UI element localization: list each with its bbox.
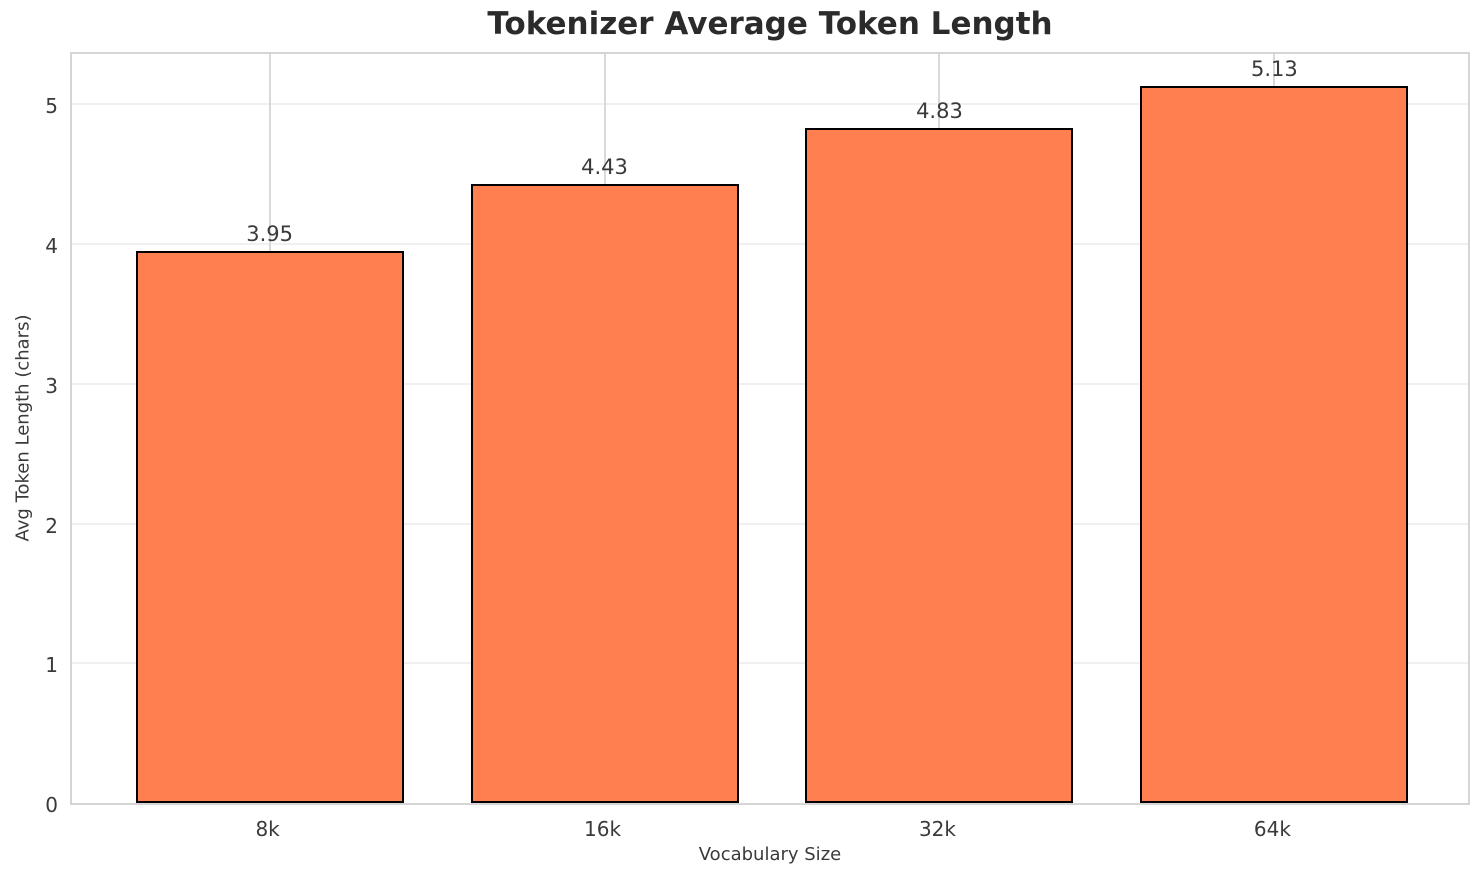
gridline-horizontal: [72, 522, 1468, 525]
y-tick-label: 0: [45, 793, 58, 817]
y-tick-label: 2: [45, 513, 58, 538]
bar-64k: [1140, 86, 1409, 803]
x-tick-label-8k: 8k: [255, 817, 280, 841]
bar-8k: [135, 251, 404, 803]
y-tick-label: 4: [45, 234, 58, 259]
y-axis-label: Avg Token Length (chars): [12, 314, 34, 542]
bar-value-label: 3.95: [246, 222, 293, 247]
bar-value-label: 4.83: [916, 99, 963, 124]
bar-value-label: 4.43: [581, 155, 628, 180]
x-tick-label-16k: 16k: [584, 817, 622, 841]
x-axis-label: Vocabulary Size: [698, 844, 842, 865]
y-tick-label: 1: [45, 653, 58, 678]
chart-title: Tokenizer Average Token Length: [487, 6, 1053, 42]
bar-value-label: 5.13: [1251, 57, 1298, 82]
plot-area: 3.95 4.43 4.83 5.13: [70, 52, 1470, 805]
gridline-horizontal: [72, 103, 1468, 106]
x-tick-label-64k: 64k: [1253, 817, 1291, 841]
gridline-horizontal: [72, 243, 1468, 246]
gridline-horizontal: [72, 382, 1468, 385]
x-tick-label-32k: 32k: [918, 817, 956, 841]
gridline-horizontal: [72, 662, 1468, 665]
bar-16k: [470, 184, 739, 803]
bar-32k: [805, 128, 1074, 803]
y-tick-label: 3: [45, 373, 58, 398]
y-tick-label: 5: [45, 94, 58, 119]
